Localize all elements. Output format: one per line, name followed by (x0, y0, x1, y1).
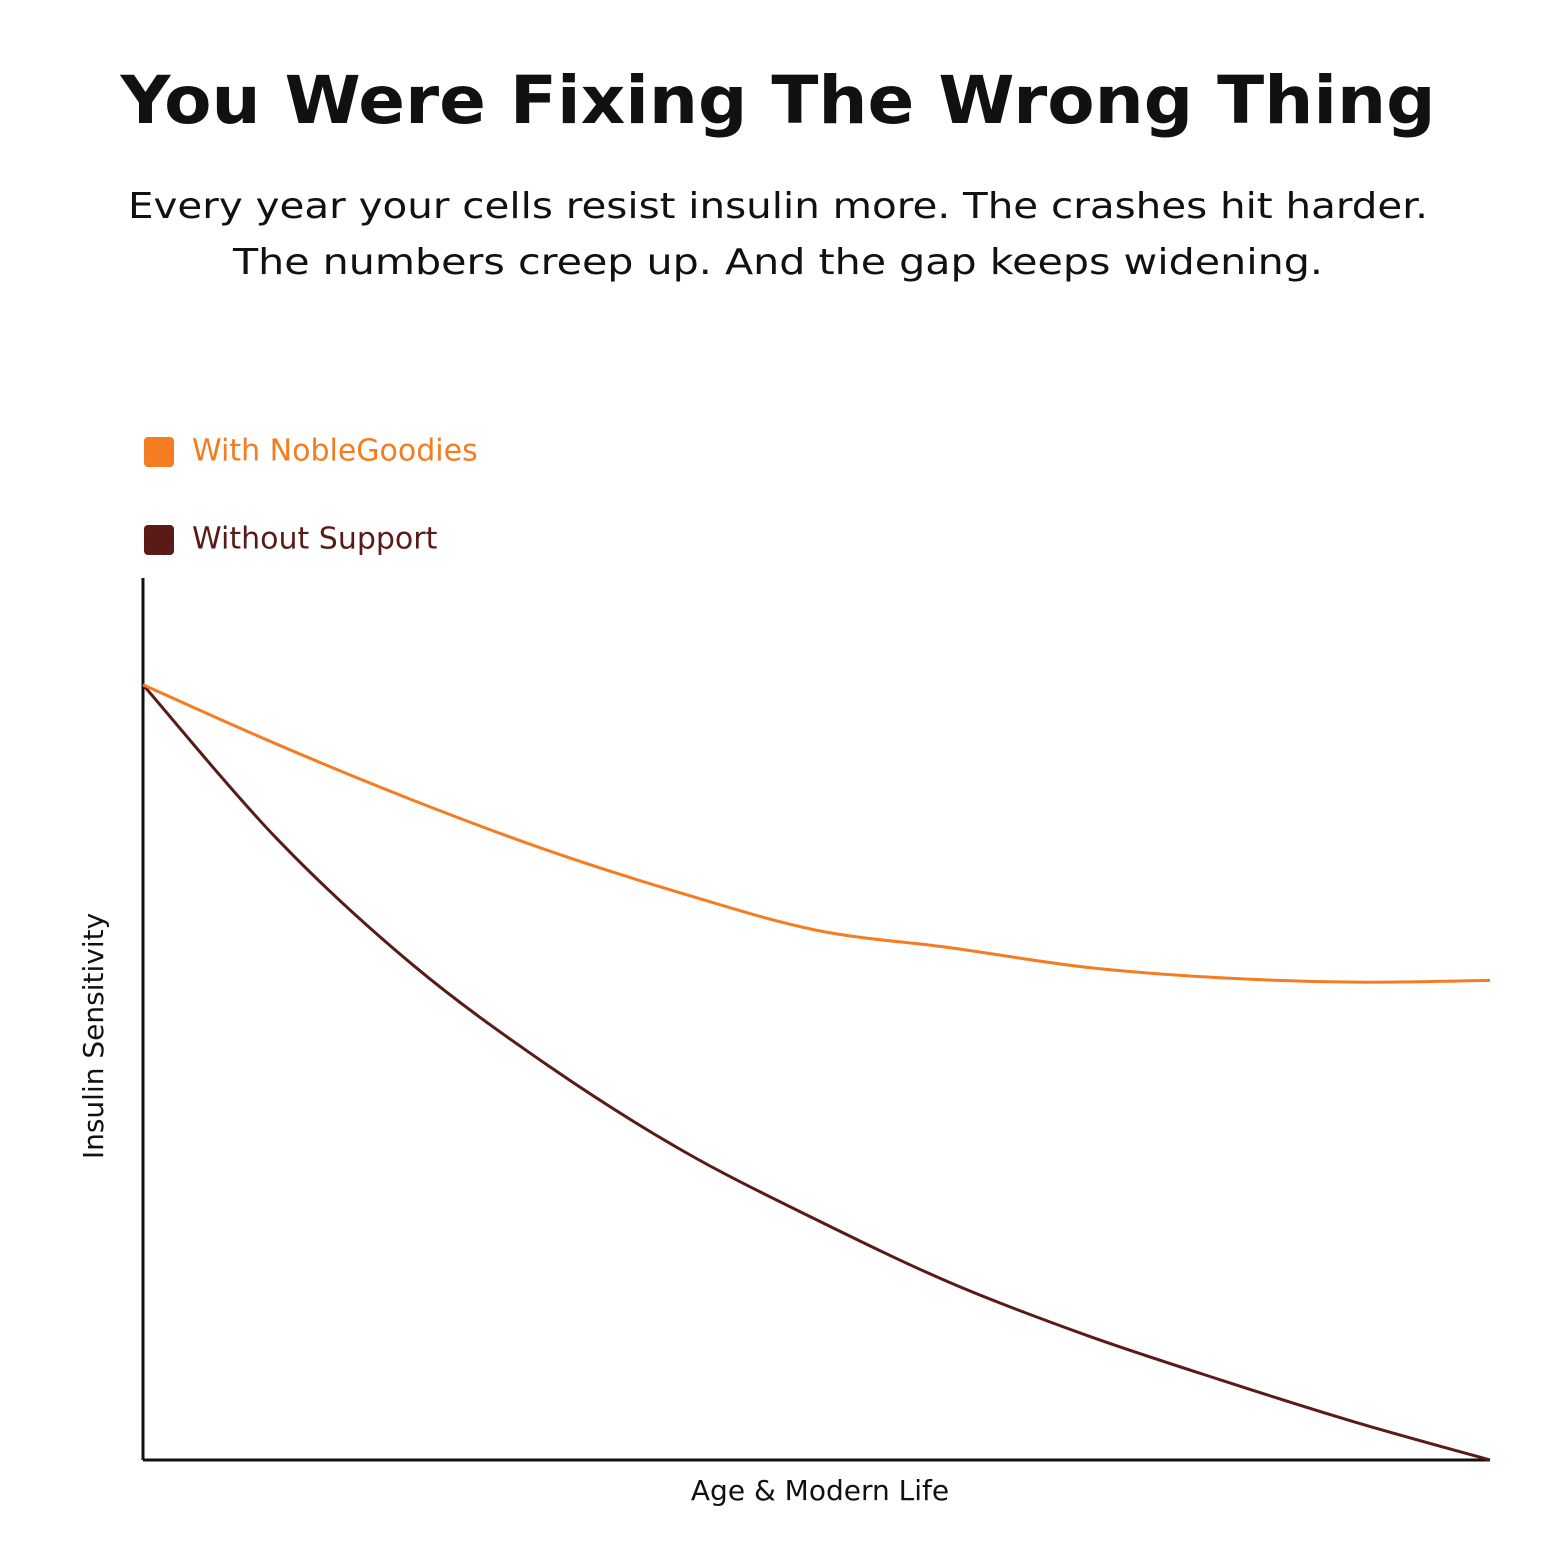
subtitle: The numbers creep up. And the gap keeps … (232, 242, 1323, 283)
legend-swatch (144, 437, 174, 467)
line (141, 683, 1491, 1462)
subtitle: Every year your cells resist insulin mor… (128, 186, 1428, 227)
y-axis-label: Insulin Sensitivity (77, 913, 110, 1159)
chart-title: You Were Fixing The Wrong Thing (119, 62, 1435, 139)
x-axis-label: Age & Modern Life (691, 1474, 949, 1507)
line (142, 683, 1491, 984)
legend-label: Without Support (192, 522, 438, 557)
legend-swatch (144, 525, 174, 555)
legend-label: With NobleGoodies (192, 434, 478, 469)
